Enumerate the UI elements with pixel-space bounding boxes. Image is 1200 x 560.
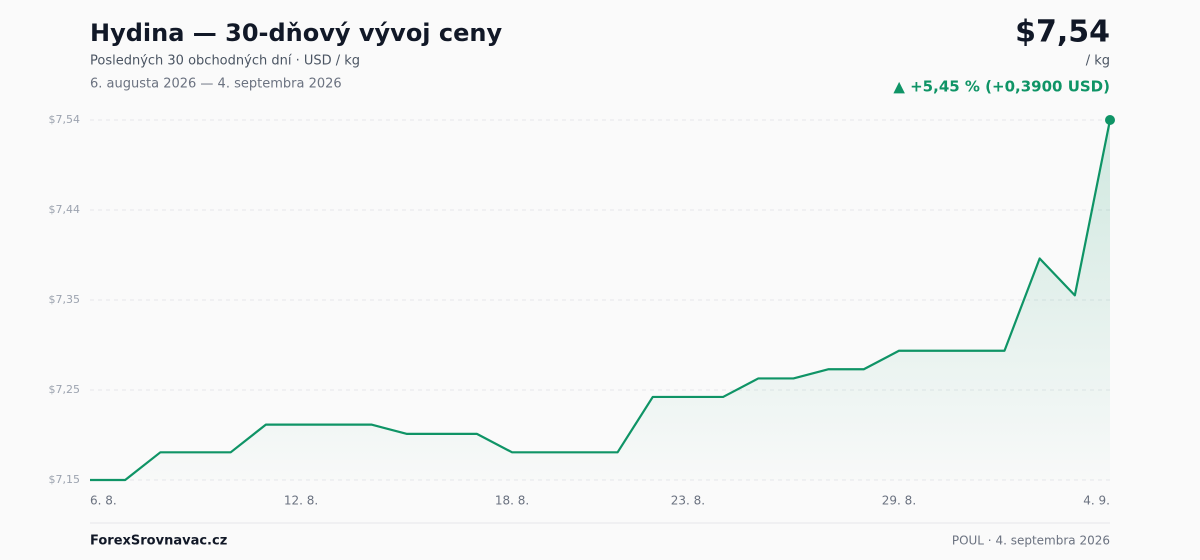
chart-title: Hydina — 30-dňový vývoj ceny: [90, 19, 502, 47]
unit: / kg: [1086, 54, 1110, 69]
source: ForexSrovnavac.cz: [90, 534, 227, 549]
date-range: 6. augusta 2026 — 4. septembra 2026: [90, 77, 342, 92]
x-tick-label: 18. 8.: [495, 494, 529, 508]
end-dot: [1105, 115, 1115, 125]
x-tick-label: 29. 8.: [882, 494, 916, 508]
y-tick-label: $7,25: [49, 383, 81, 396]
y-tick-label: $7,44: [49, 203, 81, 216]
y-tick-label: $7,35: [49, 293, 81, 306]
price: $7,54: [1015, 15, 1110, 50]
subtitle: Posledných 30 obchodných dní · USD / kg: [90, 54, 360, 69]
change: ▲ +5,45 % (+0,3900 USD): [893, 78, 1110, 96]
x-tick-label: 12. 8.: [284, 494, 318, 508]
y-tick-label: $7,15: [49, 473, 81, 486]
footer: POUL · 4. septembra 2026: [952, 534, 1110, 548]
x-tick-label: 4. 9.: [1083, 494, 1110, 508]
line: [90, 119, 1112, 482]
x-tick-label: 23. 8.: [671, 494, 705, 508]
x-tick-label: 6. 8.: [90, 494, 117, 508]
area: [90, 120, 1110, 480]
y-tick-label: $7,54: [49, 113, 81, 126]
